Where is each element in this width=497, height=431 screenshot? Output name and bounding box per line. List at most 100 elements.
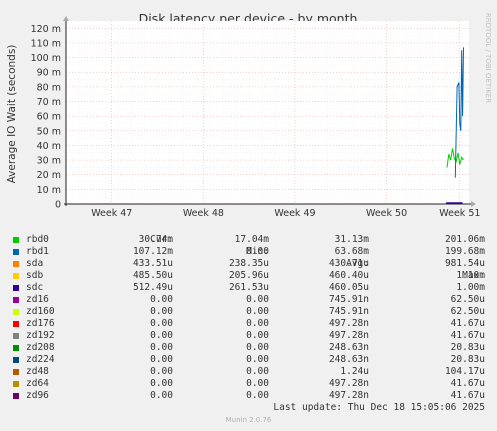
legend-cur-value: 485.50u [132,270,173,281]
plot-background [66,21,469,204]
legend-row-zd176: zd176 0.00 0.00 497.28n 41.67u [0,318,497,330]
legend-min-value: 261.53u [228,282,269,293]
legend-series-name: zd64 [26,378,49,389]
legend-cur-value: 0.00 [150,390,173,401]
legend-max-value: 41.67u [450,390,485,401]
legend-series-name: zd16 [26,294,49,305]
legend-swatch [13,369,19,375]
legend-series-name: sdc [26,282,44,293]
x-tick-labels: Week 47 Week 48 Week 49 Week 50 Week 51 [91,208,480,219]
legend-avg-value: 248.63n [328,342,369,353]
legend-max-value: 41.67u [450,330,485,341]
legend-min-value: 0.00 [246,306,269,317]
legend-series-name: rbd0 [26,234,49,245]
legend-row-zd208: zd208 0.00 0.00 248.63n 20.83u [0,342,497,354]
header-avg: Avg: [346,258,369,269]
series-layer [446,47,464,205]
legend-cur-value: 0.00 [150,354,173,365]
legend-avg-value: 745.91n [328,294,369,305]
legend-series-name: zd224 [26,354,55,365]
legend-cur-value: 0.00 [150,378,173,389]
legend-series-name: zd48 [26,366,49,377]
legend-swatch [13,297,19,303]
series-line-rbd1 [454,47,464,178]
legend-row-sda: sda 433.51u 238.35u 430.71u 981.54u [0,258,497,270]
legend-max-value: 1.00m [456,282,485,293]
legend-series-name: zd96 [26,390,49,401]
legend-min-value: 0.00 [246,294,269,305]
legend-cur-value: 0.00 [150,294,173,305]
legend-max-value: 1.10m [456,270,485,281]
legend-row-zd64: zd64 0.00 0.00 497.28n 41.67u [0,378,497,390]
legend-swatch [13,345,19,351]
y-tick-label: 90 m [37,68,61,79]
legend-series-name: sdb [26,270,44,281]
legend-swatch [13,273,19,279]
legend-min-value: 205.96u [228,270,269,281]
legend-cur-value: 0.00 [150,330,173,341]
legend-cur-value: 0.00 [150,318,173,329]
legend-avg-value: 460.40u [328,270,369,281]
legend-min-value: 0.00 [246,366,269,377]
legend-row-sdc: sdc 512.49u 261.53u 460.05u 1.00m [0,282,497,294]
y-tick-label: 100 m [31,53,61,64]
legend-max-value: 20.83u [450,342,485,353]
legend-max-value: 104.17u [444,366,485,377]
y-tick-label: 0 [55,200,61,211]
legend-min-value: 0.00 [246,342,269,353]
legend-avg-value: 63.68m [334,246,369,257]
legend-avg-value: 1.24u [340,366,369,377]
legend-avg-value: 745.91n [328,306,369,317]
y-tick-label: 120 m [31,24,61,35]
legend-avg-value: 497.28n [328,318,369,329]
y-tick-label: 20 m [37,170,61,181]
x-tick-label: Week 47 [91,208,132,219]
grid-lines [65,21,469,205]
legend-row-rbd1: rbd1 107.12m 0.00 63.68m 199.68m [0,246,497,258]
munin-version: Munin 2.0.76 [225,416,272,424]
legend-cur-value: 433.51u [132,258,173,269]
legend-swatch [13,333,19,339]
legend-min-value: 238.35u [228,258,269,269]
axes [63,16,476,207]
legend-row-zd16: zd16 0.00 0.00 745.91n 62.50u [0,294,497,306]
legend-header: Cur: Min: Avg: Max: [0,222,497,281]
y-axis-label: Average IO Wait (seconds) [6,45,18,184]
y-tick-label: 80 m [37,82,61,93]
legend-max-value: 41.67u [450,318,485,329]
y-tick-label: 10 m [37,185,61,196]
y-tick-label: 60 m [37,112,61,123]
legend-cur-value: 0.00 [150,366,173,377]
legend-min-value: 0.00 [246,390,269,401]
legend-avg-value: 497.28n [328,378,369,389]
header-min: Min: [246,246,269,257]
legend-swatch [13,249,19,255]
legend-max-value: 981.54u [444,258,485,269]
legend-row-zd96: zd96 0.00 0.00 497.28n 41.67u [0,390,497,402]
legend-swatch [13,309,19,315]
legend-avg-value: 497.28n [328,330,369,341]
y-axis-arrow-icon [63,16,69,21]
legend-row-zd192: zd192 0.00 0.00 497.28n 41.67u [0,330,497,342]
legend-max-value: 201.06m [444,234,485,245]
legend-cur-value: 30.74m [138,234,173,245]
legend-swatch [13,261,19,267]
legend-min-value: 0.00 [246,378,269,389]
legend-series-name: zd160 [26,306,55,317]
x-axis-arrow-icon [471,201,476,207]
legend-avg-value: 248.63n [328,354,369,365]
legend-cur-value: 512.49u [132,282,173,293]
legend-min-value: 0.00 [246,354,269,365]
legend-min-value: 0.00 [246,330,269,341]
legend-avg-value: 31.13m [334,234,369,245]
header-cur: Cur: [150,234,173,245]
legend-cur-value: 107.12m [132,246,173,257]
legend-swatch [13,321,19,327]
legend-min-value: 0.00 [246,246,269,257]
x-tick-label: Week 51 [439,208,480,219]
legend-cur-value: 0.00 [150,342,173,353]
x-tick-label: Week 50 [366,208,407,219]
y-tick-label: 70 m [37,97,61,108]
x-tick-label: Week 49 [274,208,315,219]
legend-swatch [13,237,19,243]
